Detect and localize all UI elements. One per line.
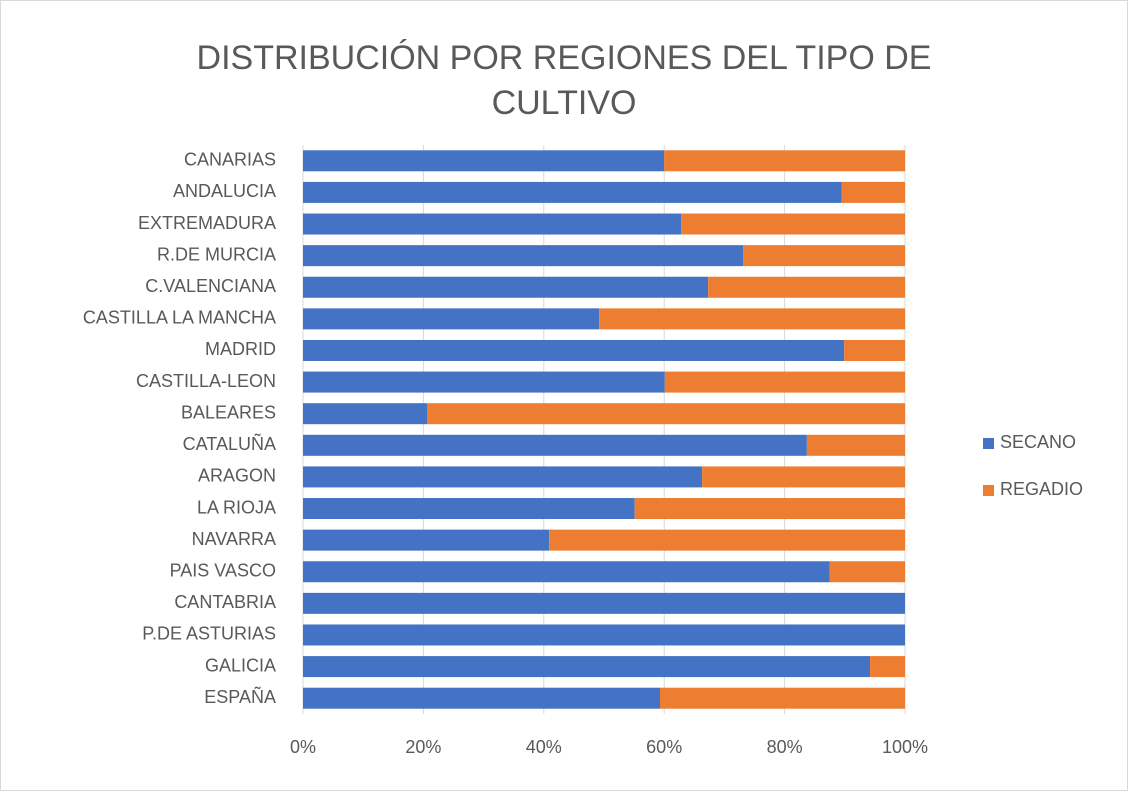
y-tick-label: EXTREMADURA (138, 213, 276, 233)
bar-segment (303, 371, 665, 393)
bar-segment (303, 529, 550, 551)
y-tick-label: CANARIAS (184, 150, 276, 170)
y-tick-label: ARAGON (198, 466, 276, 486)
bar-segment (303, 434, 807, 456)
bar-segment (303, 213, 682, 235)
x-tick-label: 0% (290, 737, 316, 757)
bar-segment (303, 624, 905, 646)
y-tick-label: CATALUÑA (183, 433, 276, 454)
y-tick-label: C.VALENCIANA (145, 276, 276, 296)
y-tick-label: CASTILLA-LEON (136, 371, 276, 391)
y-tick-label: NAVARRA (192, 529, 276, 549)
bar-segment (599, 308, 905, 330)
bar-segment (743, 245, 905, 267)
chart-title: DISTRIBUCIÓN POR REGIONES DEL TIPO DE CUL… (197, 39, 932, 122)
y-tick-label: BALEARES (181, 402, 276, 422)
bar-segment (681, 213, 905, 235)
bar-segment (659, 687, 905, 709)
bar-segment (303, 339, 845, 361)
y-tick-label: ANDALUCIA (173, 181, 276, 201)
bar-segment (829, 561, 905, 583)
bar-segment (664, 371, 905, 393)
bar-segment (303, 181, 842, 203)
bar-segment (870, 656, 905, 678)
y-tick-label: PAIS VASCO (170, 561, 276, 581)
legend-swatch (983, 485, 994, 496)
bar-segment (664, 150, 905, 172)
bar-segment (303, 150, 665, 172)
legend-label: REGADIO (1000, 479, 1083, 499)
bar-segment (303, 403, 428, 425)
y-tick-label: CANTABRIA (174, 592, 276, 612)
bar-segment (427, 403, 905, 425)
bar-segment (708, 276, 905, 298)
legend-swatch (983, 438, 994, 449)
x-tick-label: 100% (882, 737, 928, 757)
y-tick-label: MADRID (205, 339, 276, 359)
x-tick-label: 80% (767, 737, 803, 757)
bar-segment (303, 498, 635, 520)
bar-segment (844, 339, 905, 361)
bar-segment (303, 592, 905, 614)
bar-segment (303, 276, 709, 298)
bar-segment (841, 181, 905, 203)
y-tick-label: GALICIA (205, 655, 276, 675)
bar-segment (634, 498, 905, 520)
x-tick-label: 20% (405, 737, 441, 757)
bar-segment (303, 561, 830, 583)
x-tick-label: 60% (646, 737, 682, 757)
bar-segment (702, 466, 905, 488)
bar-segment (303, 245, 744, 267)
y-tick-label: R.DE MURCIA (157, 244, 276, 264)
bar-segment (549, 529, 905, 551)
bar-segment (303, 466, 703, 488)
x-tick-label: 40% (526, 737, 562, 757)
y-tick-label: CASTILLA LA MANCHA (83, 308, 276, 328)
bar-segment (303, 308, 600, 330)
bar-segment (303, 656, 871, 678)
bar-segment (303, 687, 660, 709)
legend-label: SECANO (1000, 432, 1076, 452)
bar-segment (806, 434, 905, 456)
y-tick-label: ESPAÑA (204, 686, 276, 707)
y-tick-label: P.DE ASTURIAS (142, 624, 276, 644)
y-tick-label: LA RIOJA (197, 497, 276, 517)
